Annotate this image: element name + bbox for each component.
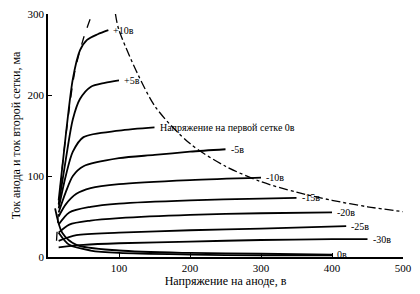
svg-text:0в: 0в — [337, 249, 347, 260]
svg-text:500: 500 — [395, 262, 412, 274]
svg-text:-25в: -25в — [351, 221, 369, 232]
svg-text:-30в: -30в — [373, 234, 391, 245]
svg-text:200: 200 — [182, 262, 199, 274]
svg-text:Напряжение на аноде, в: Напряжение на аноде, в — [165, 274, 287, 288]
svg-text:100: 100 — [28, 170, 45, 182]
svg-text:400: 400 — [324, 262, 341, 274]
svg-text:-10в: -10в — [266, 172, 284, 183]
svg-text:300: 300 — [253, 262, 270, 274]
svg-text:-20в: -20в — [337, 207, 355, 218]
svg-text:+10в: +10в — [113, 25, 134, 36]
svg-text:-15в: -15в — [302, 192, 320, 203]
svg-text:+5в: +5в — [124, 75, 140, 86]
svg-text:0: 0 — [39, 251, 45, 263]
svg-text:Ток анода и ток второй сетки,: Ток анода и ток второй сетки, ма — [9, 51, 23, 219]
svg-text:200: 200 — [28, 89, 45, 101]
svg-text:300: 300 — [28, 8, 45, 20]
svg-text:-5в: -5в — [231, 144, 244, 155]
svg-text:Напряжение на первой сетке 0в: Напряжение на первой сетке 0в — [160, 122, 295, 133]
svg-text:100: 100 — [111, 262, 128, 274]
